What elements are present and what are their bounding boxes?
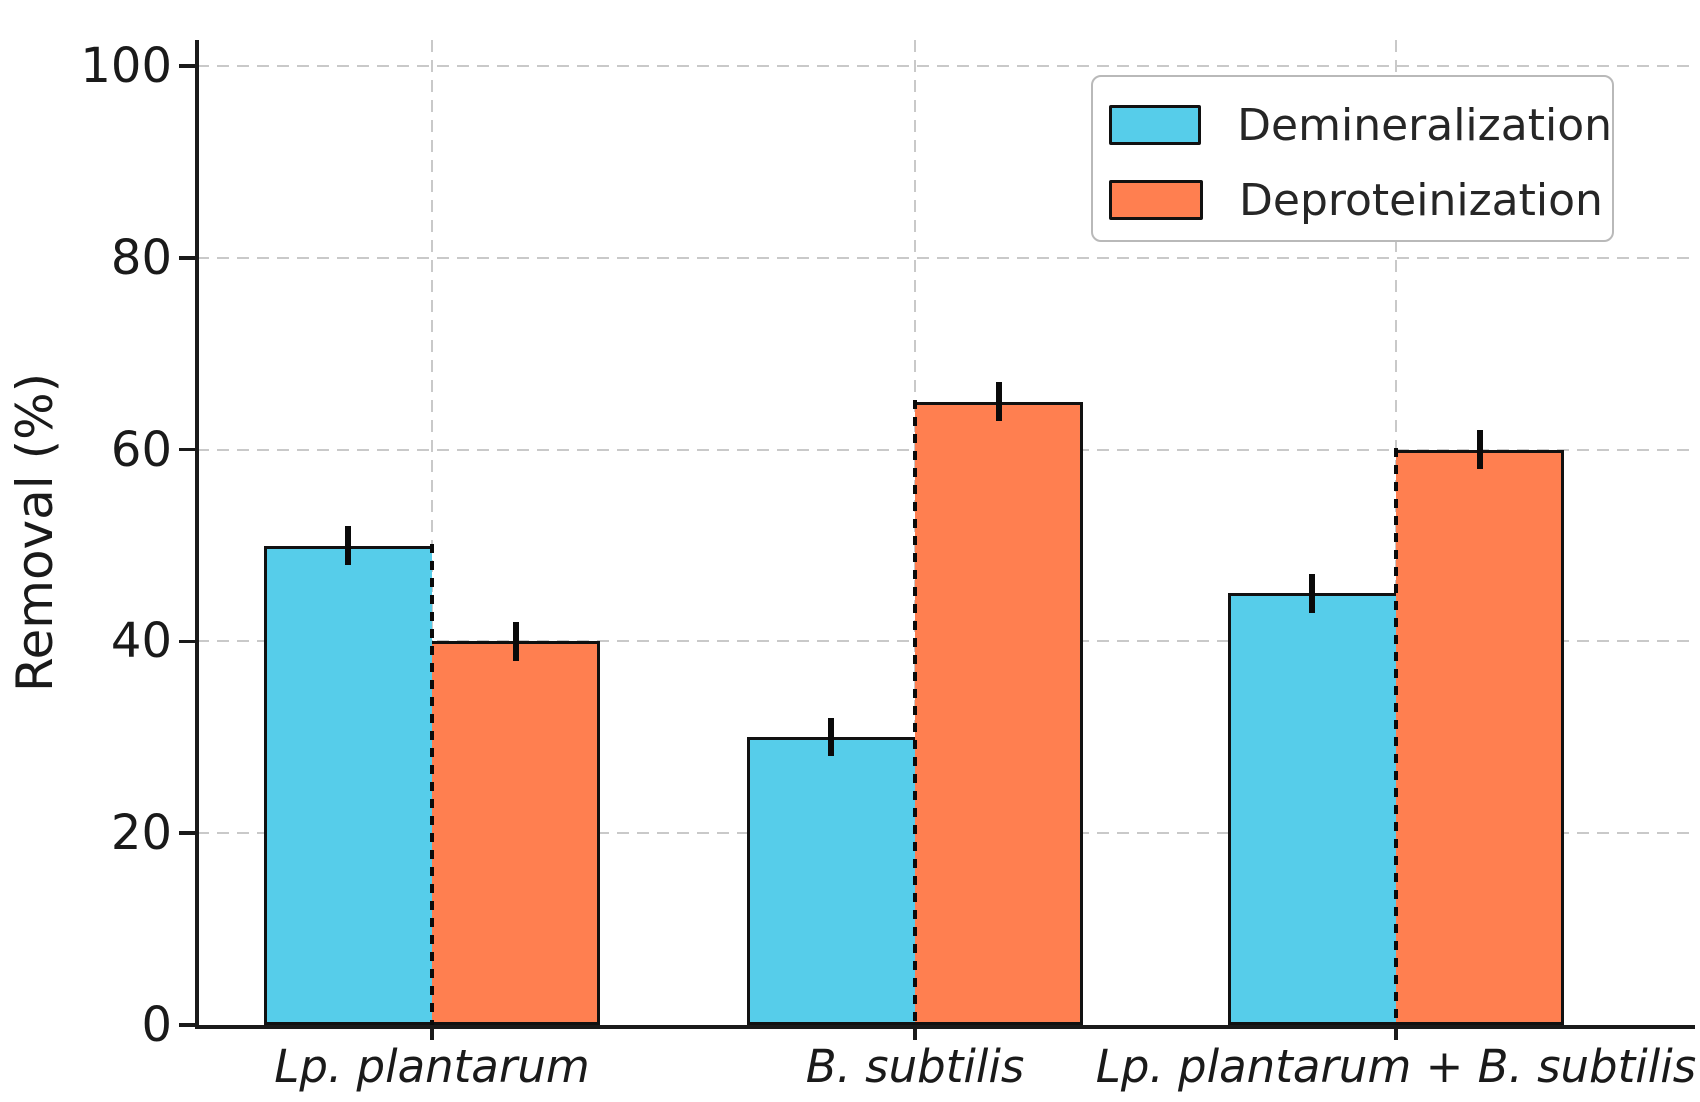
legend-swatch-deproteinization	[1109, 180, 1203, 220]
error-bar	[513, 622, 519, 661]
gridline-horizontal	[197, 256, 1692, 259]
bar-deproteinization-1	[915, 401, 1083, 1025]
bar-demineralization-1	[747, 737, 915, 1025]
y-axis-title: Removal (%)	[6, 372, 64, 693]
y-tick-label: 60	[110, 421, 172, 478]
x-tick-mark	[913, 1029, 917, 1040]
x-category-label: B. subtilis	[805, 1040, 1025, 1093]
x-tick-mark	[430, 1029, 434, 1040]
error-bar	[345, 526, 351, 565]
x-category-label: Lp. plantarum	[274, 1040, 590, 1093]
gridline-vertical	[431, 40, 433, 1025]
bar-demineralization-0	[264, 545, 432, 1025]
bar-deproteinization-2	[1396, 449, 1564, 1025]
bar-demineralization-2	[1228, 593, 1396, 1025]
y-tick-label: 100	[80, 38, 172, 94]
x-axis-line	[195, 1025, 1695, 1029]
error-bar	[996, 382, 1002, 421]
bar-junction-dashes	[1394, 447, 1398, 1025]
legend-label: Deproteinization	[1239, 174, 1603, 226]
legend-item-demineralization: Demineralization	[1109, 90, 1612, 160]
y-tick-label: 40	[110, 613, 172, 670]
x-category-label: Lp. plantarum + B. subtilis	[1095, 1040, 1697, 1093]
y-tick-mark	[179, 831, 197, 835]
error-bar	[1309, 574, 1315, 613]
y-axis-line	[195, 40, 199, 1028]
y-tick-mark	[179, 447, 197, 452]
x-tick-mark	[1394, 1029, 1398, 1040]
gridline-horizontal	[197, 65, 1692, 67]
legend: Demineralization Deproteinization	[1091, 75, 1614, 242]
error-bar	[1477, 430, 1483, 469]
legend-item-deproteinization: Deproteinization	[1109, 165, 1612, 235]
y-tick-mark	[179, 256, 197, 260]
y-tick-mark	[179, 1023, 197, 1027]
legend-label: Demineralization	[1237, 99, 1612, 151]
error-bar	[828, 718, 834, 757]
legend-swatch-demineralization	[1109, 105, 1202, 145]
y-tick-mark	[179, 64, 197, 68]
plot-area	[197, 40, 1692, 1025]
bar-deproteinization-0	[432, 641, 600, 1025]
bar-junction-dashes	[913, 399, 917, 1025]
bar-junction-dashes	[430, 543, 434, 1025]
y-tick-label: 80	[110, 229, 172, 286]
y-tick-label: 20	[110, 805, 172, 862]
y-tick-mark	[179, 639, 197, 644]
y-tick-label: 0	[141, 997, 172, 1053]
